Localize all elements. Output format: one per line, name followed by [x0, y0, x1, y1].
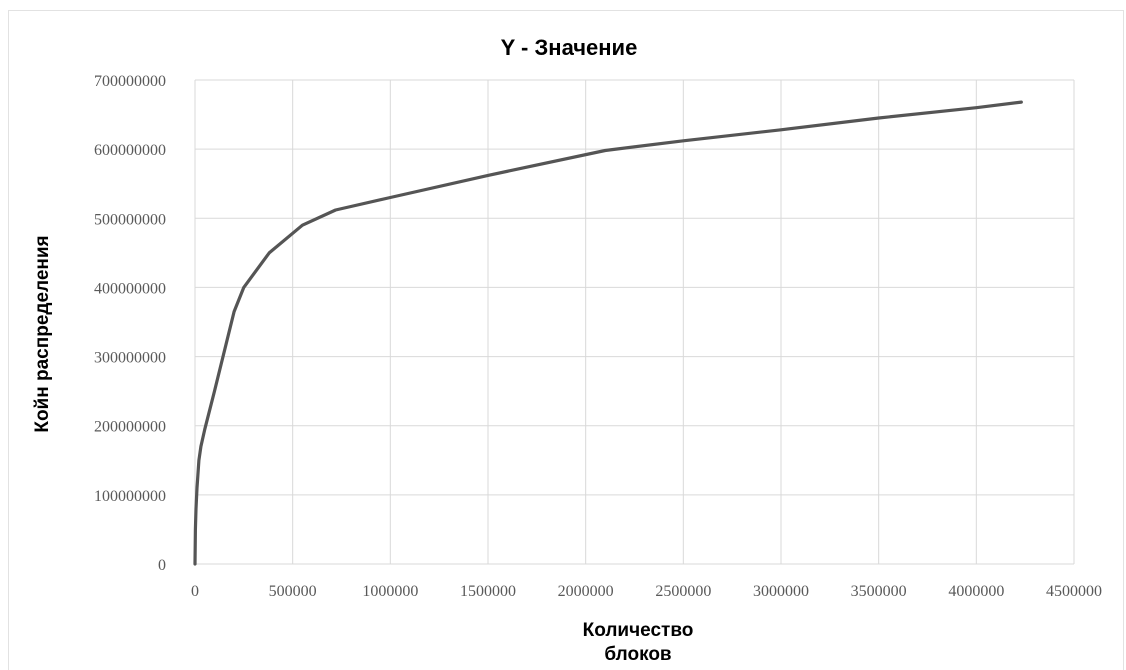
x-tick-label: 2000000 — [558, 583, 614, 600]
series-line-0 — [193, 100, 1023, 566]
y-tick-label: 300000000 — [94, 350, 166, 367]
x-axis-tick-labels: 0 500000 1000000 1500000 2000000 2500000 30000… — [191, 583, 1102, 600]
chart-frame — [8, 10, 1124, 670]
gridlines — [194, 79, 1075, 565]
chart-title: Y - Значение — [501, 35, 638, 60]
y-tick-label: 0 — [158, 557, 166, 574]
x-axis-label-line-2: блоков — [604, 644, 671, 665]
x-tick-label: 0 — [191, 583, 199, 600]
x-tick-label: 1500000 — [460, 583, 516, 600]
x-tick-label: 3500000 — [851, 583, 907, 600]
y-tick-label: 200000000 — [94, 419, 166, 436]
x-tick-label: 2500000 — [655, 583, 711, 600]
x-tick-label: 500000 — [269, 583, 317, 600]
x-axis-label-line-1: Количество — [583, 620, 694, 641]
series-layer — [193, 100, 1023, 566]
x-tick-label: 3000000 — [753, 583, 809, 600]
x-tick-label: 1000000 — [362, 583, 418, 600]
y-tick-label: 500000000 — [94, 211, 166, 228]
y-tick-label: 600000000 — [94, 142, 166, 159]
y-tick-label: 100000000 — [94, 488, 166, 505]
x-tick-label: 4500000 — [1046, 583, 1102, 600]
y-tick-label: 400000000 — [94, 280, 166, 297]
y-axis-label: Койн распределения — [32, 235, 53, 432]
y-axis-tick-labels: 0 100000000 200000000 300000000 400000000 500… — [94, 73, 166, 574]
x-tick-label: 4000000 — [948, 583, 1004, 600]
y-tick-label: 700000000 — [94, 73, 166, 90]
